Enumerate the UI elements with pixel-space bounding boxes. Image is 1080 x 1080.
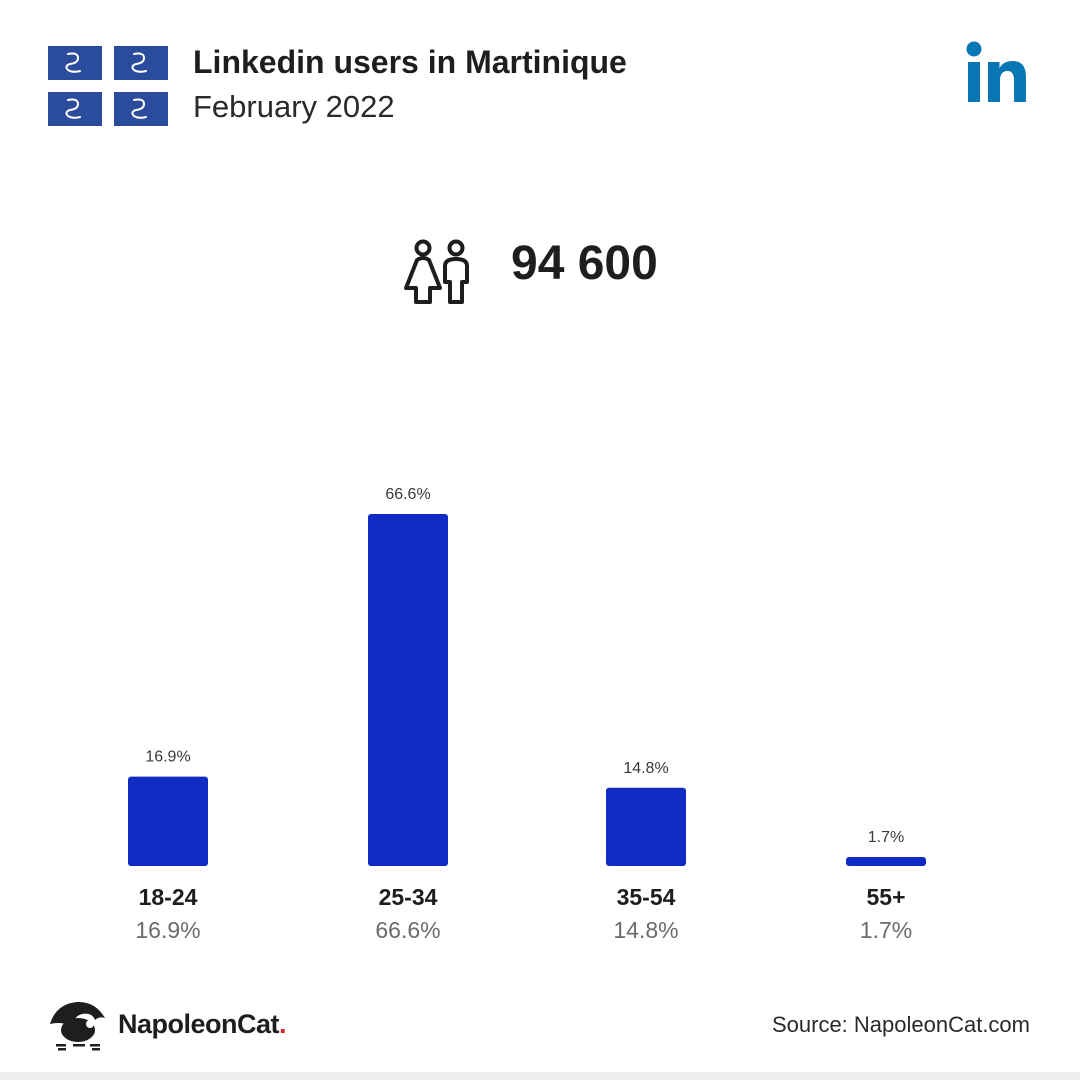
page-subtitle: February 2022 bbox=[193, 89, 395, 124]
linkedin-logo-icon bbox=[966, 41, 1026, 102]
category-percent: 16.9% bbox=[135, 917, 200, 943]
bar-18-24 bbox=[128, 776, 208, 866]
source-credit: Source: NapoleonCat.com bbox=[771, 1012, 1030, 1037]
bottom-divider bbox=[0, 1072, 1080, 1080]
category-label: 25-34 bbox=[379, 884, 438, 910]
napoleoncat-logo-icon bbox=[50, 1001, 105, 1051]
brand-dot: . bbox=[279, 1009, 287, 1039]
category-percent: 14.8% bbox=[613, 917, 678, 943]
category-label: 35-54 bbox=[617, 884, 676, 910]
bar-35-54 bbox=[606, 787, 686, 866]
bar-value-label: 16.9% bbox=[145, 749, 190, 766]
total-users-count: 94 600 bbox=[511, 237, 658, 290]
category-percent: 66.6% bbox=[375, 917, 440, 943]
category-label: 18-24 bbox=[139, 884, 198, 910]
age-distribution-chart: 16.9% 18-24 16.9% 66.6% 25-34 66.6% 14.8% 35-54… bbox=[128, 486, 926, 943]
category-percent: 1.7% bbox=[860, 917, 912, 943]
martinique-flag-icon bbox=[48, 46, 168, 126]
bar-value-label: 66.6% bbox=[385, 486, 430, 503]
bar-value-label: 1.7% bbox=[868, 829, 904, 846]
page-title: Linkedin users in Martinique bbox=[193, 44, 627, 80]
users-icon bbox=[404, 239, 469, 304]
brand-name-text: NapoleonCat bbox=[118, 1009, 280, 1039]
bar-value-label: 14.8% bbox=[623, 760, 668, 777]
bar-25-34 bbox=[368, 514, 448, 866]
brand-name: NapoleonCat. bbox=[118, 1009, 287, 1040]
category-label: 55+ bbox=[866, 884, 905, 910]
bar-55+ bbox=[846, 857, 926, 866]
